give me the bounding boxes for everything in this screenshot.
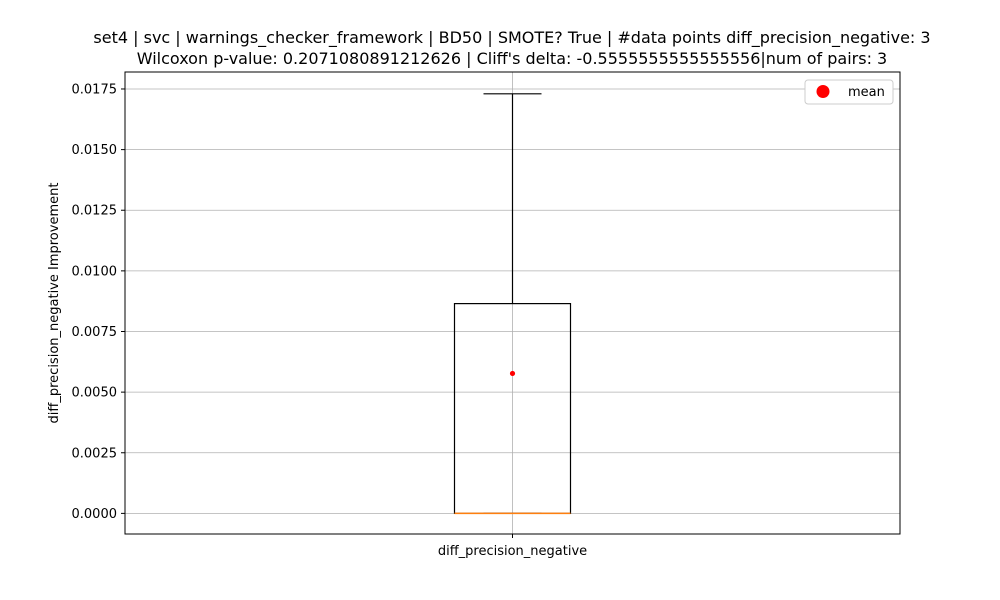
y-tick-label: 0.0075: [72, 325, 118, 340]
y-tick-label: 0.0000: [72, 507, 118, 522]
legend-box: [804, 79, 894, 105]
y-tick-label: 0.0025: [72, 446, 118, 461]
box-group: [453, 93, 572, 515]
y-tick-label: 0.0100: [72, 264, 118, 279]
legend-mean-marker: [816, 85, 830, 98]
mean-marker: [509, 370, 516, 377]
y-tick-label: 0.0050: [72, 386, 118, 401]
legend-mean-label: mean: [848, 85, 885, 100]
y-tick-label: 0.0175: [72, 82, 118, 97]
y-tick-label: 0.0150: [72, 143, 118, 158]
x-axis-ticks: diff_precision_negative: [438, 534, 587, 559]
chart-title-line1: set4 | svc | warnings_checker_framework …: [93, 28, 930, 48]
legend: mean: [804, 79, 894, 105]
chart-title-line2: Wilcoxon p-value: 0.2071080891212626 | C…: [137, 49, 887, 68]
x-tick-label: diff_precision_negative: [438, 544, 587, 559]
y-tick-label: 0.0125: [72, 204, 118, 219]
y-axis-label: diff_precision_negative Improvement: [47, 183, 62, 424]
y-axis-ticks: 0.0000 0.0025 0.0050 0.0075 0.0100 0.0125 0.01…: [72, 82, 125, 522]
plot-frame: [124, 71, 901, 535]
